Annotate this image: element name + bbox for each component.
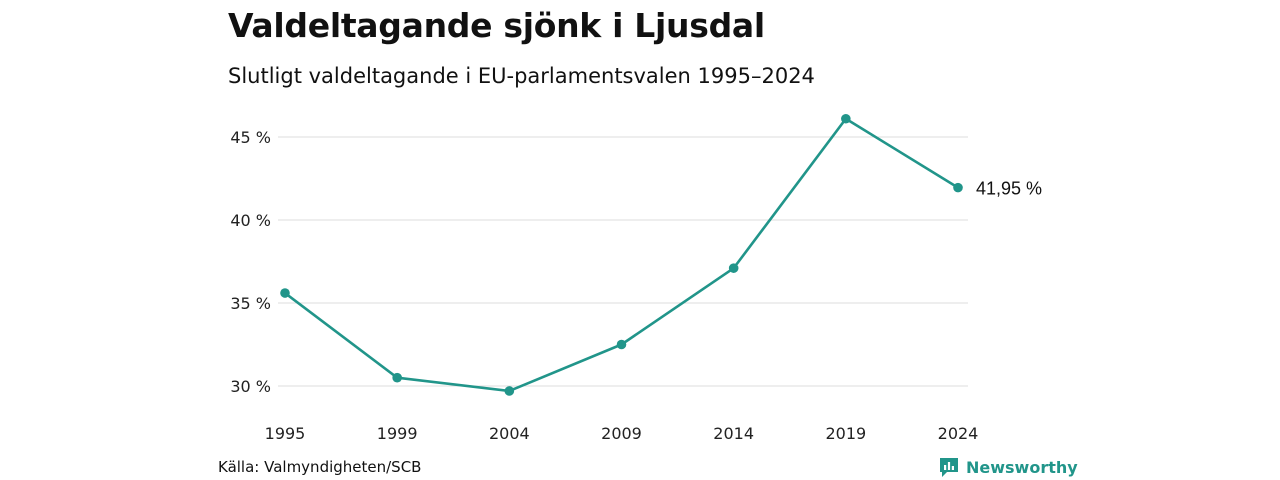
data-point bbox=[841, 113, 851, 124]
y-tick-label: 45 % bbox=[230, 128, 271, 147]
data-point bbox=[728, 263, 739, 273]
brand-name: Newsworthy bbox=[966, 457, 1078, 477]
y-tick-label: 40 % bbox=[230, 211, 271, 230]
data-point bbox=[504, 386, 515, 396]
x-tick-label: 2009 bbox=[601, 424, 642, 443]
data-point bbox=[392, 372, 402, 383]
x-tick-label: 2004 bbox=[489, 424, 530, 443]
y-tick-label: 35 % bbox=[230, 294, 271, 313]
newsworthy-logo-icon bbox=[940, 458, 958, 477]
data-label: 41,95 % bbox=[976, 179, 1042, 199]
annotations: 41,95 % bbox=[976, 179, 1042, 199]
chart-title: Valdeltagande sjönk i Ljusdal bbox=[228, 6, 765, 45]
series-line bbox=[284, 117, 959, 393]
gridlines bbox=[278, 136, 968, 387]
y-axis-tick-labels: 30 % 35 % 40 % 45 % bbox=[230, 128, 271, 396]
x-tick-label: 2019 bbox=[825, 424, 866, 443]
x-tick-label: 1999 bbox=[377, 424, 418, 443]
x-tick-label: 2014 bbox=[713, 424, 754, 443]
data-point bbox=[953, 182, 963, 193]
brand-logo: Newsworthy bbox=[938, 456, 1078, 478]
data-point bbox=[616, 339, 627, 350]
chart-subtitle: Slutligt valdeltagande i EU-parlamentsva… bbox=[228, 64, 815, 88]
data-point bbox=[280, 288, 290, 298]
source-note: Källa: Valmyndigheten/SCB bbox=[218, 458, 422, 476]
x-tick-label: 1995 bbox=[265, 424, 306, 443]
x-axis-tick-labels: 1995 1999 2004 2009 2014 2019 2024 bbox=[265, 424, 979, 443]
series-layer bbox=[280, 113, 963, 396]
x-tick-label: 2024 bbox=[938, 424, 979, 443]
y-tick-label: 30 % bbox=[230, 377, 271, 396]
